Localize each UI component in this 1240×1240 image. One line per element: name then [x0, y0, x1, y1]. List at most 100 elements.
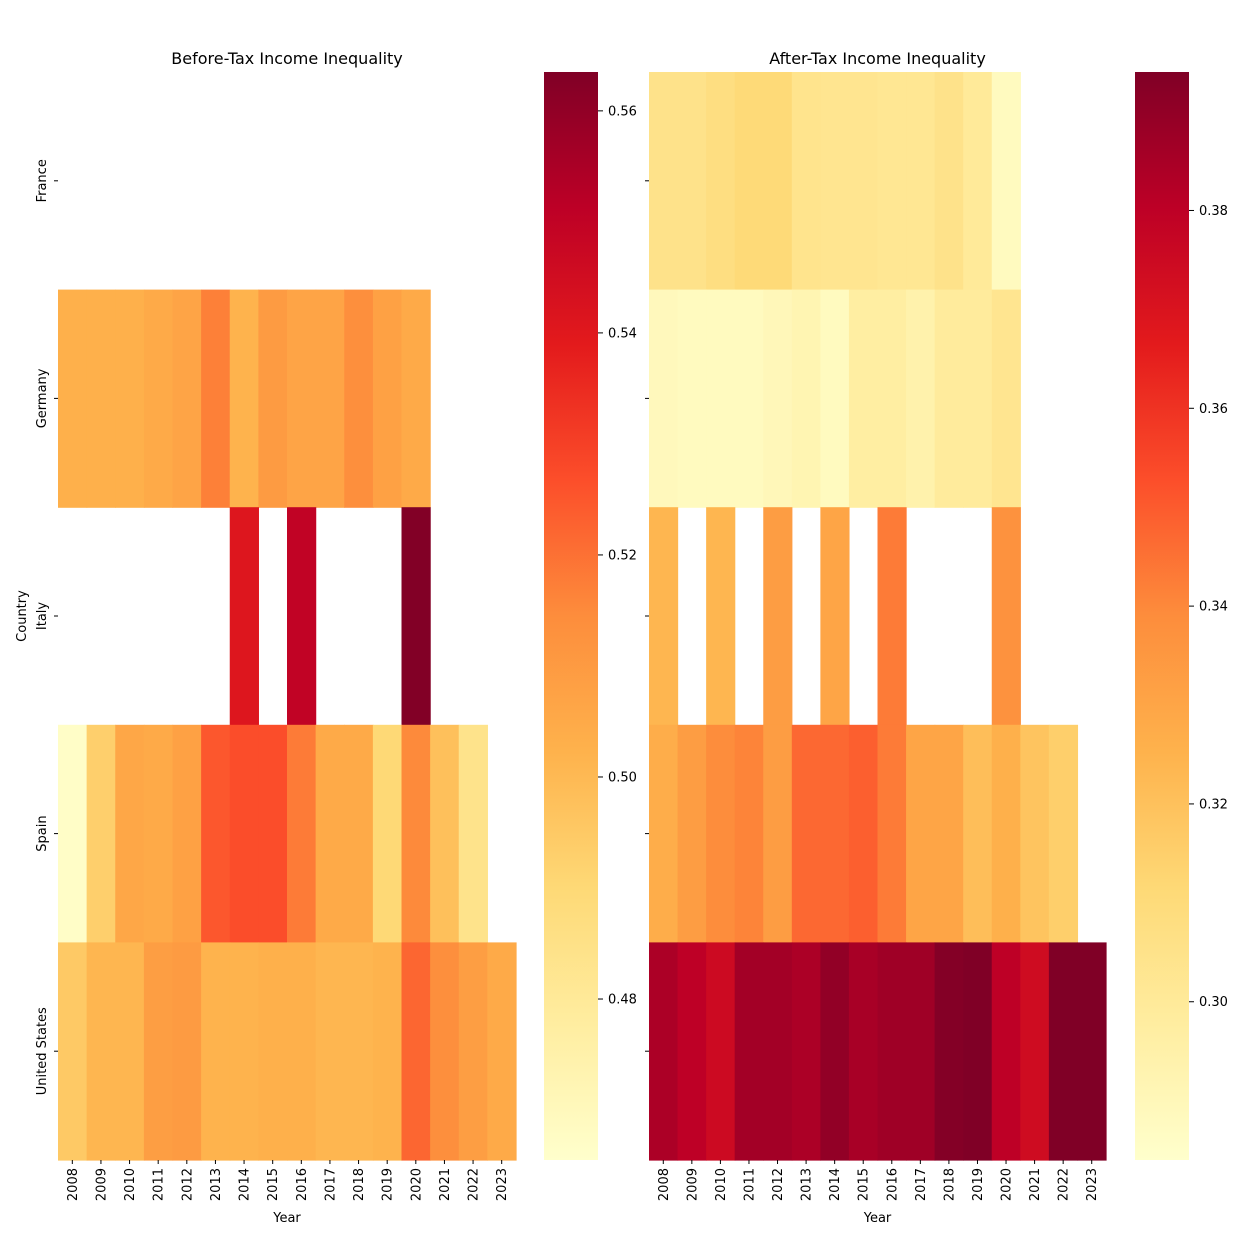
heatmap-cell-after-tax-france-2009 — [677, 72, 707, 291]
x-axis-label-before-tax: Year — [272, 1211, 301, 1226]
heatmap-cell-after-tax-france-2015 — [848, 72, 879, 291]
heatmap-cell-after-tax-spain-2014 — [820, 724, 850, 943]
x-tick-label-2021: 2021 — [1028, 1168, 1043, 1201]
x-tick-label-2014: 2014 — [238, 1168, 253, 1201]
heatmap-cell-after-tax-spain-2013 — [791, 724, 821, 943]
heatmap-cell-after-tax-united-states-2015 — [848, 942, 879, 1161]
heatmap-cell-before-tax-united-states-2010 — [115, 942, 145, 1161]
heatmap-cell-before-tax-spain-2021 — [430, 724, 460, 943]
heatmap-cell-after-tax-france-2016 — [877, 72, 907, 291]
x-tick-label-2008: 2008 — [66, 1168, 81, 1201]
heatmap-cell-after-tax-united-states-2022 — [1048, 942, 1079, 1161]
heatmap-cell-after-tax-spain-2012 — [763, 724, 793, 943]
heatmap-cell-after-tax-france-2012 — [763, 72, 793, 291]
heatmap-cell-before-tax-germany-2012 — [172, 289, 202, 508]
heatmap-cell-after-tax-spain-2016 — [877, 724, 907, 943]
heatmap-cell-before-tax-spain-2011 — [143, 724, 174, 943]
x-tick-label-2019: 2019 — [381, 1168, 396, 1201]
heatmap-cell-before-tax-united-states-2018 — [344, 942, 374, 1161]
heatmap-cell-before-tax-united-states-2008 — [58, 942, 88, 1161]
x-tick-label-2020: 2020 — [409, 1168, 424, 1201]
colorbar-tick-label: 0.52 — [608, 548, 637, 563]
heatmap-cell-after-tax-spain-2019 — [963, 724, 993, 943]
y-axis-label: Country — [15, 590, 30, 642]
heatmap-cell-before-tax-spain-2022 — [458, 724, 488, 943]
colorbar-ticks-before-tax: 0.48 0.50 0.52 0.54 0.56 — [598, 104, 637, 1008]
colorbar-before-tax: 0.48 0.50 0.52 0.54 0.56 — [544, 72, 637, 1160]
x-tick-label-2009: 2009 — [94, 1168, 109, 1201]
heatmap-cell-after-tax-spain-2011 — [734, 724, 764, 943]
heatmap-cell-before-tax-spain-2016 — [287, 724, 317, 943]
heatmap-panel-before-tax: Before-Tax Income Inequality France Germa… — [15, 49, 517, 1226]
heatmap-cell-before-tax-united-states-2009 — [86, 942, 116, 1161]
heatmap-cell-after-tax-italy-2020 — [991, 507, 1021, 726]
heatmap-cell-before-tax-germany-2014 — [229, 289, 259, 508]
heatmap-cell-after-tax-spain-2017 — [906, 724, 936, 943]
heatmap-cell-after-tax-italy-2010 — [706, 507, 736, 726]
heatmap-cell-before-tax-spain-2012 — [172, 724, 202, 943]
heatmap-cell-after-tax-united-states-2012 — [763, 942, 793, 1161]
x-tick-label-2011: 2011 — [742, 1168, 757, 1201]
colorbar-gradient-before-tax — [544, 72, 598, 1160]
colorbar-tick-label: 0.48 — [608, 993, 637, 1008]
heatmap-cell-after-tax-spain-2022 — [1048, 724, 1079, 943]
x-tick-label-2012: 2012 — [771, 1168, 786, 1201]
heatmap-cell-before-tax-united-states-2012 — [172, 942, 202, 1161]
heatmap-cell-after-tax-united-states-2008 — [649, 942, 679, 1161]
heatmap-cell-before-tax-united-states-2022 — [458, 942, 488, 1161]
x-tick-label-2011: 2011 — [152, 1168, 167, 1201]
heatmap-cell-after-tax-italy-2008 — [649, 507, 679, 726]
heatmap-cell-after-tax-united-states-2021 — [1020, 942, 1050, 1161]
heatmap-cell-after-tax-spain-2008 — [649, 724, 679, 943]
heatmap-cell-after-tax-united-states-2009 — [677, 942, 707, 1161]
heatmap-cells-before-tax — [58, 289, 517, 1161]
colorbar-tick-label: 0.34 — [1199, 600, 1228, 615]
heatmap-cell-before-tax-spain-2010 — [115, 724, 145, 943]
colorbar-gradient-after-tax — [1135, 72, 1189, 1160]
heatmap-cell-after-tax-germany-2019 — [963, 289, 993, 508]
heatmap-cell-before-tax-united-states-2014 — [229, 942, 259, 1161]
x-tick-label-2021: 2021 — [438, 1168, 453, 1201]
colorbar-after-tax: 0.30 0.32 0.34 0.36 0.38 — [1135, 72, 1228, 1160]
heatmap-cell-before-tax-united-states-2020 — [401, 942, 431, 1161]
x-tick-label-2017: 2017 — [914, 1168, 929, 1201]
x-tick-label-2020: 2020 — [1000, 1168, 1015, 1201]
y-tick-label-germany: Germany — [35, 368, 50, 428]
heatmap-cell-after-tax-united-states-2014 — [820, 942, 850, 1161]
heatmap-cell-after-tax-italy-2016 — [877, 507, 907, 726]
heatmap-cell-after-tax-germany-2015 — [848, 289, 879, 508]
colorbar-tick-label: 0.36 — [1199, 402, 1228, 417]
heatmap-cells-after-tax — [649, 72, 1107, 1161]
x-tick-label-2018: 2018 — [352, 1168, 367, 1201]
heatmap-cell-after-tax-germany-2020 — [991, 289, 1021, 508]
heatmap-cell-after-tax-germany-2018 — [934, 289, 964, 508]
heatmap-cell-after-tax-france-2018 — [934, 72, 964, 291]
x-tick-label-2022: 2022 — [467, 1168, 482, 1201]
y-tick-label-spain: Spain — [35, 815, 50, 851]
y-tick-label-united-states: United States — [35, 1007, 50, 1095]
colorbar-tick-label: 0.30 — [1199, 995, 1228, 1010]
heatmap-cell-after-tax-united-states-2020 — [991, 942, 1021, 1161]
heatmap-cell-after-tax-spain-2021 — [1020, 724, 1050, 943]
heatmap-cell-before-tax-italy-2016 — [287, 507, 317, 726]
heatmap-cell-before-tax-germany-2010 — [115, 289, 145, 508]
heatmap-cell-after-tax-united-states-2017 — [906, 942, 936, 1161]
colorbar-tick-label: 0.56 — [608, 104, 637, 119]
heatmap-cell-after-tax-spain-2009 — [677, 724, 707, 943]
heatmap-cell-before-tax-germany-2013 — [201, 289, 231, 508]
x-tick-label-2015: 2015 — [266, 1168, 281, 1201]
heatmap-cell-after-tax-spain-2018 — [934, 724, 964, 943]
heatmap-cell-after-tax-united-states-2023 — [1077, 942, 1107, 1161]
x-axis-label-after-tax: Year — [863, 1211, 892, 1226]
x-tick-label-2023: 2023 — [495, 1168, 510, 1201]
heatmap-cell-before-tax-germany-2018 — [344, 289, 374, 508]
heatmap-cell-before-tax-germany-2008 — [58, 289, 88, 508]
x-tick-label-2022: 2022 — [1057, 1168, 1072, 1201]
heatmap-cell-before-tax-germany-2009 — [86, 289, 116, 508]
heatmap-cell-before-tax-spain-2018 — [344, 724, 374, 943]
heatmap-cell-after-tax-spain-2015 — [848, 724, 879, 943]
heatmap-cell-before-tax-spain-2014 — [229, 724, 259, 943]
heatmap-cell-before-tax-united-states-2011 — [143, 942, 174, 1161]
x-tick-label-2018: 2018 — [942, 1168, 957, 1201]
